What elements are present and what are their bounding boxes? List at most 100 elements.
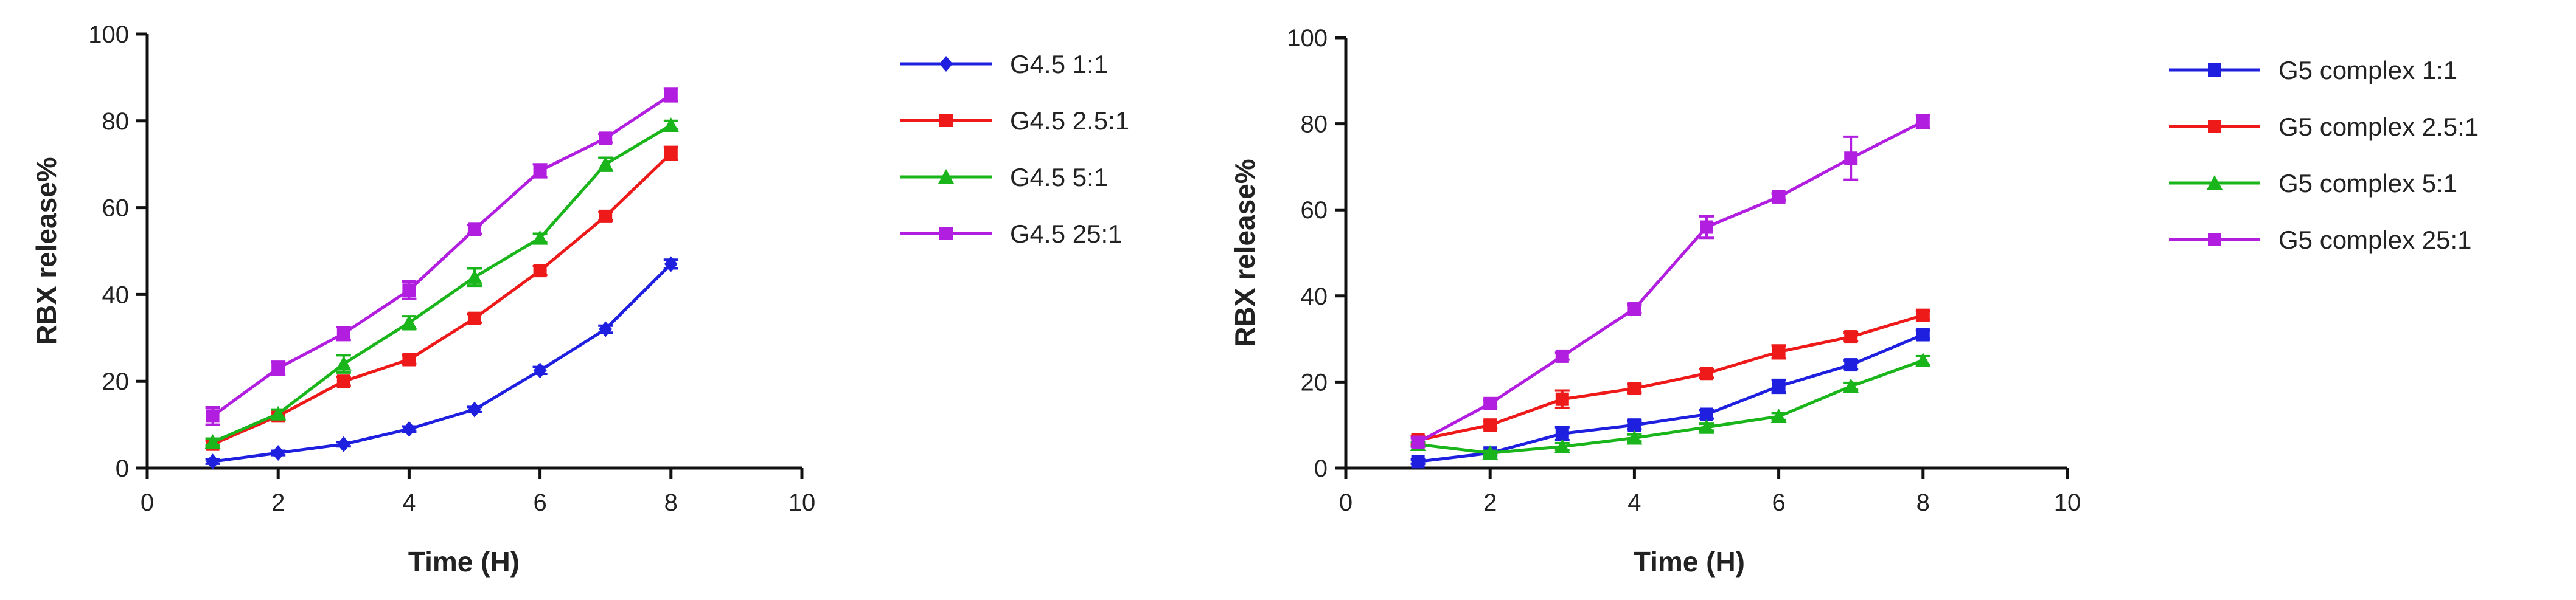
data-point <box>1843 378 1859 393</box>
data-point <box>533 164 547 178</box>
data-point <box>1916 115 1930 129</box>
x-tick-label: 4 <box>402 489 416 516</box>
series-g5-complex-25-1 <box>1410 114 1930 449</box>
series-line <box>212 123 672 444</box>
data-point <box>204 434 221 449</box>
legend-label: G4.5 2.5:1 <box>1010 106 1129 135</box>
y-tick-label: 40 <box>1301 283 1328 310</box>
series-line <box>1417 120 1924 444</box>
x-axis-label: Time (H) <box>1634 546 1745 578</box>
series-g4-5-5-1 <box>204 117 679 449</box>
data-point <box>1772 345 1786 359</box>
data-point <box>533 264 547 278</box>
x-tick-label: 4 <box>1627 489 1641 516</box>
data-point <box>1916 308 1930 322</box>
data-point <box>1483 418 1497 432</box>
data-point <box>1626 430 1643 445</box>
data-point <box>1772 190 1786 204</box>
x-tick-label: 8 <box>1916 489 1930 516</box>
data-point <box>1482 445 1499 460</box>
legend-swatch-marker <box>939 56 953 72</box>
y-axis-label: RBX release% <box>30 157 62 345</box>
data-point <box>663 117 679 132</box>
series-line <box>1418 314 1924 442</box>
y-tick-label: 40 <box>102 281 130 308</box>
series-g5-complex-2-5-1 <box>1410 308 1930 447</box>
data-point <box>402 421 416 437</box>
y-tick-label: 0 <box>116 455 129 482</box>
chart-panel-g45: 0 20 40 60 80 100 0 2 4 6 8 10 Time (H) RBX release% G… <box>30 21 1129 578</box>
legend-swatch-marker <box>2207 175 2223 190</box>
y-tick-label: 20 <box>1301 369 1328 396</box>
data-point <box>271 361 285 375</box>
data-point <box>533 362 547 379</box>
x-tick-label: 2 <box>1483 489 1497 516</box>
data-point <box>599 321 613 337</box>
data-point <box>402 353 416 367</box>
series-g4-5-2-5-1 <box>205 145 678 451</box>
series-line <box>212 93 672 418</box>
data-point <box>468 401 481 418</box>
series-line <box>1418 333 1924 463</box>
x-axis-label: Time (H) <box>408 546 520 578</box>
data-point <box>1772 379 1786 393</box>
x-tick-label: 6 <box>1772 489 1785 516</box>
data-point <box>664 147 678 160</box>
data-point <box>1916 328 1930 342</box>
series-g4-5-1-1 <box>205 256 678 470</box>
data-point <box>335 356 352 371</box>
series-g4-5-25-1 <box>205 87 678 426</box>
y-tick-label: 100 <box>1287 25 1328 52</box>
data-point <box>468 222 481 236</box>
data-point <box>1555 392 1569 406</box>
legend-label: G5 complex 1:1 <box>2278 56 2457 84</box>
x-tick-label: 10 <box>2054 489 2081 516</box>
x-tick-label: 10 <box>788 489 816 516</box>
data-point <box>1554 438 1570 453</box>
x-tick-label: 8 <box>664 489 678 516</box>
series-line <box>212 263 672 463</box>
data-point <box>271 445 285 461</box>
data-point <box>1700 220 1713 234</box>
legend-swatch-marker <box>2208 233 2221 246</box>
y-tick-label: 60 <box>1301 197 1328 224</box>
data-point <box>1411 435 1425 449</box>
legend-swatch-marker <box>939 114 953 127</box>
data-point <box>1555 349 1569 363</box>
data-point <box>1844 358 1858 372</box>
legend-label: G4.5 1:1 <box>1010 50 1108 78</box>
y-tick-label: 60 <box>102 195 130 222</box>
data-point <box>1844 151 1858 165</box>
data-point <box>401 314 417 329</box>
y-tick-label: 80 <box>102 108 130 135</box>
legend-swatch-marker <box>2208 63 2221 77</box>
legend-swatch-marker <box>2208 120 2221 133</box>
data-point <box>664 256 678 272</box>
series-line <box>1418 359 1924 455</box>
legend-label: G5 complex 2.5:1 <box>2278 112 2479 141</box>
series-g5-complex-5-1 <box>1410 353 1931 460</box>
x-tick-label: 6 <box>533 489 546 516</box>
data-point <box>270 405 287 421</box>
series-line <box>212 152 672 446</box>
data-point <box>467 269 482 284</box>
y-axis-label: RBX release% <box>1229 159 1261 347</box>
data-point <box>1700 407 1713 421</box>
y-tick-label: 0 <box>1314 455 1328 482</box>
legend-label: G4.5 5:1 <box>1010 163 1108 191</box>
x-tick-label: 0 <box>1339 489 1352 516</box>
data-point <box>1770 409 1787 424</box>
data-point <box>336 374 350 388</box>
x-tick-label: 2 <box>271 489 285 516</box>
y-tick-label: 20 <box>102 368 130 395</box>
data-point <box>468 311 481 325</box>
legend-swatch-marker <box>939 227 953 240</box>
data-point <box>1627 382 1641 396</box>
data-point <box>599 131 613 145</box>
data-point <box>1844 330 1858 344</box>
data-point <box>1483 396 1497 410</box>
data-point <box>1915 353 1931 367</box>
legend-label: G4.5 25:1 <box>1010 219 1122 248</box>
data-point <box>1699 419 1714 434</box>
